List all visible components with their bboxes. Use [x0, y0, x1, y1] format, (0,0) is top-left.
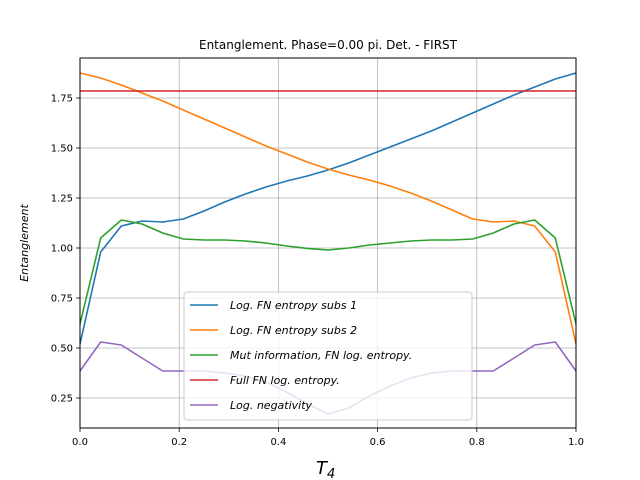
- y-tick-label: 0.75: [51, 294, 73, 305]
- chart-title: Entanglement. Phase=0.00 pi. Det. - FIRS…: [199, 38, 458, 52]
- x-tick-label: 0.8: [469, 437, 485, 448]
- y-tick-label: 1.25: [51, 194, 73, 205]
- axis-ticks: 0.0 0.2 0.4 0.6 0.8 1.0 0.25 0.50 0.75 1.00 1.25 1.…: [51, 94, 584, 449]
- legend-label-2: Log. FN entropy subs 2: [230, 324, 357, 337]
- x-axis-label-main: T: [316, 458, 329, 479]
- series-line-3: [79, 219, 577, 325]
- legend-label-3: Mut information, FN log. entropy.: [230, 349, 412, 362]
- grid-lines: [79, 58, 577, 428]
- x-tick-label: 0.6: [370, 437, 386, 448]
- plot-frame: [79, 57, 577, 429]
- y-axis-label: Entanglement: [18, 204, 31, 282]
- x-tick-label: 0.4: [270, 437, 286, 448]
- x-tick-label: 0.0: [72, 437, 88, 448]
- legend-label-4: Full FN log. entropy.: [230, 374, 340, 387]
- y-tick-label: 0.25: [51, 394, 73, 405]
- legend-entries: Log. FN entropy subs 1 Log. FN entropy su…: [190, 299, 412, 412]
- legend: Log. FN entropy subs 1 Log. FN entropy su…: [183, 291, 473, 421]
- y-tick-label: 1.75: [51, 94, 73, 105]
- legend-label-1: Log. FN entropy subs 1: [230, 299, 357, 312]
- series-line-2: [79, 72, 577, 345]
- y-tick-label: 1.00: [51, 244, 73, 255]
- legend-box: [183, 291, 473, 421]
- y-tick-label: 0.50: [51, 344, 73, 355]
- legend-label-5: Log. negativity: [230, 399, 313, 412]
- x-axis-label: T4: [316, 458, 335, 480]
- y-tick-label: 1.50: [51, 144, 73, 155]
- x-tick-label: 0.2: [171, 437, 187, 448]
- series-line-1: [79, 72, 577, 345]
- x-tick-label: 1.0: [568, 437, 584, 448]
- x-axis-label-subscript: 4: [327, 467, 335, 480]
